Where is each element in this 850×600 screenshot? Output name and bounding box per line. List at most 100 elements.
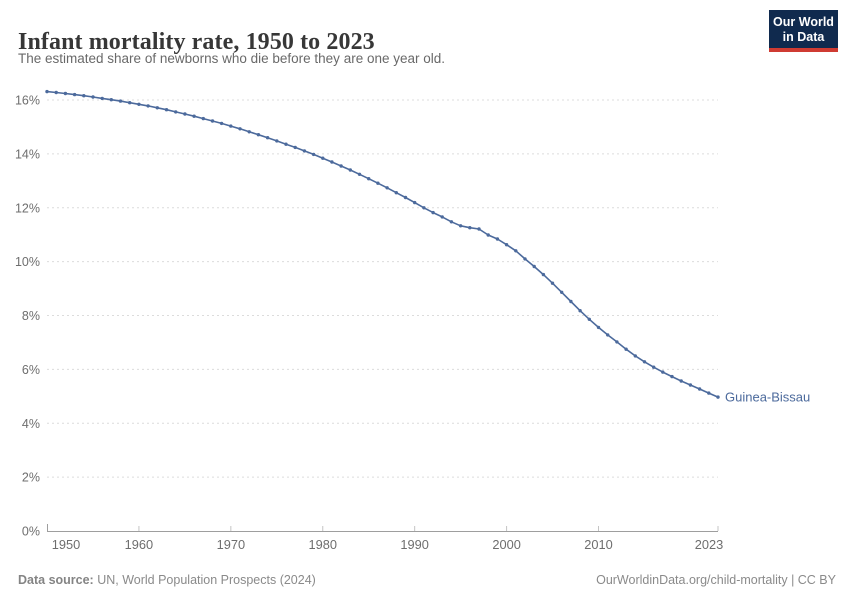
data-point[interactable]: [210, 119, 215, 123]
data-point[interactable]: [91, 95, 95, 99]
data-point[interactable]: [229, 124, 233, 128]
data-point[interactable]: [431, 210, 435, 215]
owid-logo[interactable]: Our World in Data: [769, 10, 838, 52]
data-point[interactable]: [422, 206, 426, 210]
data-point[interactable]: [615, 340, 619, 344]
data-point[interactable]: [606, 333, 610, 337]
owid-citation-link[interactable]: OurWorldinData.org/child-mortality | CC …: [596, 573, 836, 587]
x-axis-label: 1990: [400, 537, 428, 552]
data-point[interactable]: [219, 121, 224, 126]
data-point[interactable]: [54, 90, 58, 95]
data-source-label: Data source:: [18, 573, 94, 587]
data-source-note: Data source: UN, World Population Prospe…: [18, 573, 316, 587]
data-point[interactable]: [146, 104, 150, 108]
y-axis-label: 10%: [15, 255, 40, 269]
data-point[interactable]: [109, 98, 114, 102]
series-line-guinea-bissau[interactable]: [46, 90, 719, 398]
data-point[interactable]: [367, 177, 371, 181]
data-point[interactable]: [679, 379, 683, 383]
data-point[interactable]: [238, 127, 242, 131]
data-point[interactable]: [265, 136, 270, 140]
data-point[interactable]: [100, 96, 104, 101]
data-point[interactable]: [256, 133, 261, 137]
data-point[interactable]: [63, 91, 68, 96]
data-point[interactable]: [275, 139, 279, 143]
data-point[interactable]: [137, 102, 141, 107]
data-point[interactable]: [118, 99, 123, 103]
data-point[interactable]: [284, 142, 288, 146]
x-axis-label: 1970: [217, 537, 245, 552]
data-point[interactable]: [321, 156, 325, 160]
x-axis-label: 2010: [584, 537, 612, 552]
x-axis-label: 1980: [309, 537, 337, 552]
data-point[interactable]: [394, 191, 398, 195]
data-point[interactable]: [652, 365, 656, 369]
x-axis-label: 1960: [125, 537, 153, 552]
data-point[interactable]: [532, 264, 536, 269]
data-point[interactable]: [624, 347, 628, 351]
owid-logo-line2: in Data: [782, 29, 825, 44]
data-point[interactable]: [440, 215, 444, 219]
y-axis-label: 8%: [22, 309, 40, 323]
data-point[interactable]: [477, 227, 481, 231]
x-axis-label: 1950: [52, 537, 80, 552]
data-point[interactable]: [302, 149, 307, 153]
data-point[interactable]: [293, 145, 297, 150]
data-source-text: UN, World Population Prospects (2024): [93, 573, 316, 587]
y-axis-label: 12%: [15, 201, 40, 215]
data-point[interactable]: [707, 391, 711, 395]
data-point[interactable]: [560, 290, 564, 294]
data-point[interactable]: [504, 243, 509, 247]
owid-logo-line1: Our World: [773, 15, 834, 29]
data-point[interactable]: [541, 272, 546, 277]
data-point[interactable]: [486, 233, 490, 237]
data-point[interactable]: [128, 101, 132, 105]
data-point[interactable]: [192, 114, 196, 118]
data-point[interactable]: [376, 181, 380, 185]
data-point[interactable]: [468, 226, 472, 230]
x-axis-label: 2023: [695, 537, 723, 552]
data-point[interactable]: [339, 164, 343, 168]
data-point[interactable]: [330, 160, 334, 164]
data-point[interactable]: [174, 110, 178, 114]
x-axis-label: 2000: [492, 537, 520, 552]
series-label-guinea-bissau[interactable]: Guinea-Bissau: [725, 390, 810, 405]
data-point[interactable]: [670, 374, 674, 379]
data-point[interactable]: [523, 257, 527, 261]
data-point[interactable]: [688, 383, 693, 387]
data-point[interactable]: [385, 186, 389, 190]
data-point[interactable]: [495, 237, 500, 241]
data-point[interactable]: [550, 281, 555, 285]
data-point[interactable]: [164, 108, 169, 112]
data-point[interactable]: [82, 94, 86, 98]
y-axis-label: 2%: [22, 471, 40, 485]
data-point[interactable]: [201, 116, 205, 121]
data-point[interactable]: [357, 172, 362, 176]
data-point[interactable]: [413, 200, 417, 205]
data-point[interactable]: [587, 317, 591, 321]
data-point[interactable]: [311, 152, 316, 157]
data-point[interactable]: [72, 92, 77, 97]
data-point[interactable]: [642, 360, 647, 364]
data-point[interactable]: [661, 370, 665, 374]
data-point[interactable]: [348, 168, 352, 172]
data-point[interactable]: [403, 195, 408, 200]
data-point[interactable]: [247, 130, 251, 134]
data-point[interactable]: [514, 249, 518, 253]
data-point[interactable]: [155, 106, 159, 110]
data-point[interactable]: [633, 354, 637, 358]
data-point[interactable]: [569, 299, 573, 304]
data-point[interactable]: [45, 89, 49, 94]
data-point[interactable]: [183, 112, 187, 116]
data-point[interactable]: [716, 395, 720, 399]
data-point[interactable]: [458, 224, 463, 228]
data-point[interactable]: [697, 387, 702, 391]
page-title: Infant mortality rate, 1950 to 2023: [18, 29, 375, 56]
data-point[interactable]: [578, 309, 582, 313]
y-axis-label: 0%: [22, 525, 40, 539]
y-axis-label: 4%: [22, 417, 40, 431]
data-point[interactable]: [596, 325, 601, 330]
chart-footer: Data source: UN, World Population Prospe…: [18, 573, 836, 587]
data-point[interactable]: [449, 220, 454, 224]
